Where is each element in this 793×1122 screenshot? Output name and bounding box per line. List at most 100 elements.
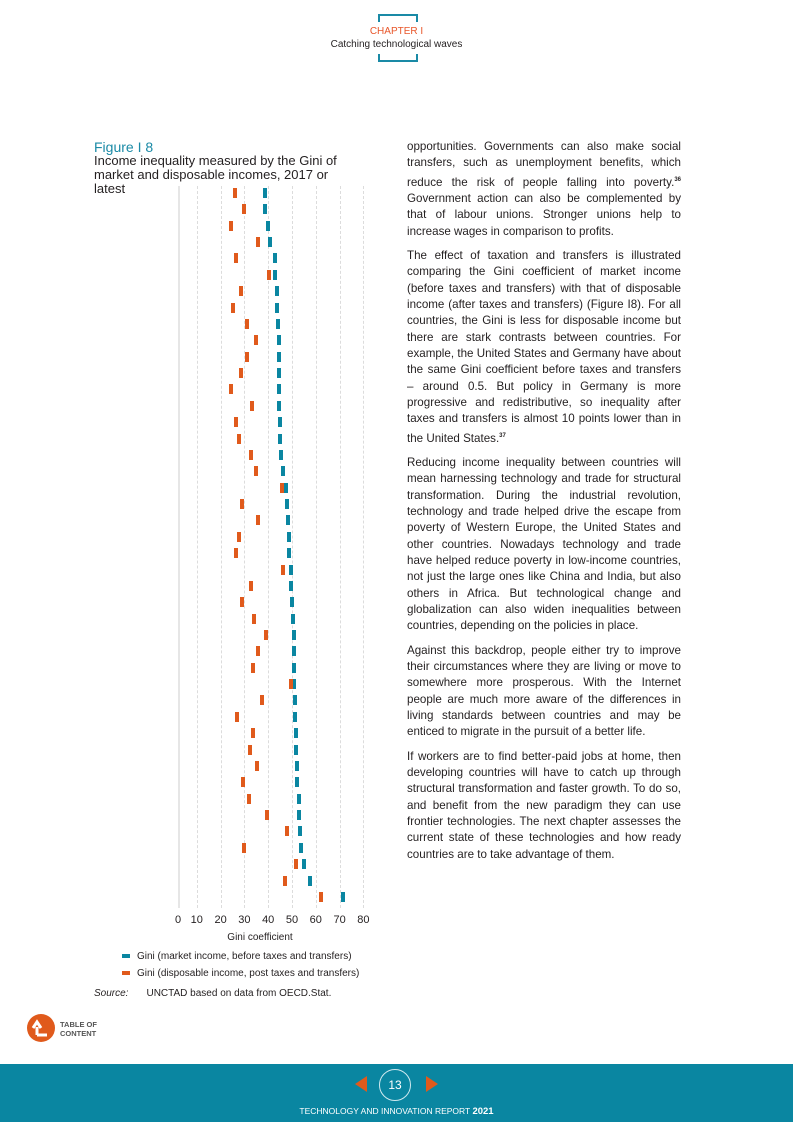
disposable-gini-marker [250, 728, 255, 739]
paragraph-5: If workers are to find better-paid jobs … [407, 749, 681, 861]
previous-page-arrow-icon[interactable] [355, 1076, 367, 1092]
market-gini-marker [285, 515, 290, 526]
market-gini-marker [275, 318, 280, 329]
disposable-gini-marker [255, 760, 259, 771]
market-gini-marker [275, 286, 279, 297]
disposable-gini-marker [254, 466, 259, 477]
y-axis-line [178, 186, 180, 908]
disposable-gini-marker [249, 449, 254, 460]
market-gini-marker [286, 531, 291, 542]
figure-label: Figure I 8 [94, 139, 154, 155]
source-note: Source: UNCTAD based on data from OECD.St… [94, 988, 331, 999]
market-gini-marker [273, 269, 278, 280]
market-gini-marker [291, 629, 296, 640]
disposable-gini-marker [234, 548, 239, 559]
x-tick-label: 50 [285, 914, 299, 926]
disposable-gini-marker [249, 580, 254, 591]
disposable-gini-marker [236, 433, 241, 444]
disposable-gini-marker [240, 777, 245, 788]
disposable-gini-marker [250, 662, 255, 673]
market-gini-marker [298, 826, 303, 837]
disposable-gini-marker [245, 351, 250, 362]
legend-swatch-disposable [122, 971, 130, 976]
market-gini-marker [293, 695, 298, 706]
market-gini-marker [299, 842, 304, 853]
market-gini-marker [301, 859, 306, 870]
disposable-gini-marker [254, 335, 259, 346]
disposable-gini-marker [319, 891, 324, 902]
disposable-gini-marker [241, 842, 246, 853]
disposable-gini-marker [248, 744, 253, 755]
x-tick-label: 30 [238, 914, 251, 926]
toc-line-2: CONTENT [60, 1029, 97, 1038]
market-gini-marker [263, 204, 268, 215]
market-gini-marker [280, 466, 285, 477]
footer-bar: 13 TECHNOLOGY AND INNOVATION REPORT 2021 [0, 1064, 793, 1122]
disposable-gini-marker [282, 875, 287, 886]
legend-label-disposable: Gini (disposable income, post taxes and … [137, 968, 360, 979]
disposable-gini-marker [245, 318, 250, 329]
disposable-gini-marker [280, 482, 284, 493]
disposable-gini-marker [255, 237, 260, 248]
market-gini-marker [289, 564, 294, 575]
disposable-gini-marker [251, 613, 256, 624]
disposable-gini-marker [285, 826, 289, 837]
toc-arrow-icon [27, 1014, 55, 1042]
market-gini-marker [340, 891, 345, 902]
x-tick-label: 70 [333, 914, 346, 926]
disposable-gini-marker [264, 629, 269, 640]
x-axis-label: Gini coefficient [227, 932, 293, 943]
market-gini-marker [278, 433, 283, 444]
disposable-gini-marker [232, 188, 237, 198]
x-tick-label: 60 [309, 914, 322, 926]
market-gini-marker [279, 449, 284, 460]
legend-item-market: Gini (market income, before taxes and tr… [122, 951, 352, 962]
market-gini-marker [308, 875, 313, 886]
gridline [363, 186, 365, 908]
market-gini-marker [293, 711, 298, 722]
disposable-gini-marker [234, 417, 239, 428]
disposable-gini-marker [235, 711, 240, 722]
market-gini-marker [291, 646, 296, 657]
disposable-gini-marker [230, 302, 235, 313]
disposable-gini-marker [240, 499, 245, 510]
disposable-gini-marker [239, 368, 244, 379]
x-tick-label: 10 [190, 914, 203, 926]
paragraph-3: Reducing income inequality between count… [407, 455, 681, 633]
disposable-gini-marker [280, 564, 285, 575]
disposable-gini-marker [229, 220, 234, 231]
market-gini-marker [289, 580, 294, 591]
market-gini-marker [291, 679, 296, 690]
toc-label: TABLE OF CONTENT [60, 1020, 97, 1038]
footnote-ref-37[interactable]: 37 [499, 432, 506, 439]
disposable-gini-marker [240, 597, 245, 608]
paragraph-1: opportunities. Governments can also make… [407, 139, 681, 240]
next-page-arrow-icon[interactable] [426, 1076, 438, 1092]
page-number: 13 [379, 1069, 411, 1101]
market-gini-marker [284, 482, 289, 493]
disposable-gini-marker [260, 695, 264, 706]
x-tick-label: 0 [174, 914, 182, 926]
toc-line-1: TABLE OF [60, 1020, 97, 1029]
gridline [244, 186, 246, 908]
footnote-ref-36[interactable]: 36 [674, 176, 681, 183]
legend-swatch-market [122, 954, 130, 959]
legend-label-market: Gini (market income, before taxes and tr… [137, 951, 352, 962]
header-bracket-bottom [378, 54, 418, 62]
disposable-gini-marker [266, 269, 271, 280]
disposable-gini-marker [239, 286, 244, 297]
gridline [196, 186, 198, 908]
market-gini-marker [285, 499, 289, 510]
market-gini-marker [275, 302, 279, 313]
disposable-gini-marker [234, 253, 239, 264]
disposable-gini-marker [236, 531, 241, 542]
market-gini-marker [263, 188, 268, 198]
gridline [268, 186, 270, 908]
market-gini-marker [278, 417, 283, 428]
p2-text: The effect of taxation and transfers is … [407, 248, 681, 445]
disposable-gini-marker [255, 515, 260, 526]
market-gini-marker [290, 597, 294, 608]
disposable-gini-marker [294, 859, 299, 870]
body-text: opportunities. Governments can also make… [407, 139, 681, 871]
